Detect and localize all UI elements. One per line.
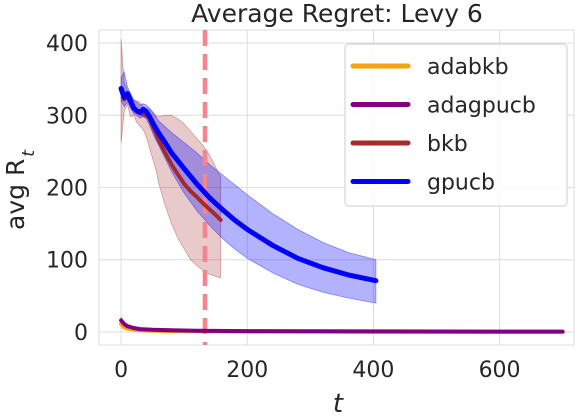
legend: adabkb adagpucb bkb gpucb: [344, 43, 568, 207]
y-tick-labels: 0 100 200 300 400: [46, 32, 88, 346]
x-tick-label-0: 0: [114, 358, 128, 383]
x-tick-label-2: 400: [352, 358, 394, 383]
legend-box: [344, 43, 568, 207]
series-lines: [118, 86, 565, 334]
legend-label-adagpucb: adagpucb: [427, 94, 536, 119]
y-tick-label-1: 100: [46, 249, 88, 274]
legend-label-adabkb: adabkb: [427, 55, 509, 80]
legend-label-bkb: bkb: [427, 132, 468, 157]
x-tick-label-1: 200: [226, 358, 268, 383]
y-tick-label-2: 200: [46, 177, 88, 202]
bkb-band: [120, 39, 222, 279]
y-tick-label-4: 400: [46, 32, 88, 57]
plot-frame: [98, 29, 575, 346]
plot-area-border: [98, 29, 575, 346]
adagpucb-line: [119, 318, 565, 334]
gpucb-band: [120, 70, 377, 304]
x-tick-labels: 0 200 400 600: [114, 358, 520, 383]
gpucb-line: [118, 86, 379, 284]
y-tick-label-3: 300: [46, 104, 88, 129]
chart-title: Average Regret: Levy 6: [191, 0, 483, 28]
legend-label-gpucb: gpucb: [427, 171, 495, 196]
x-axis-label: t: [333, 389, 344, 418]
x-tick-label-3: 600: [479, 358, 521, 383]
y-axis-label-group: avg R t: [1, 149, 39, 230]
y-tick-label-0: 0: [74, 321, 88, 346]
y-axis-label-sub: t: [19, 149, 39, 157]
y-axis-label-main: avg R: [1, 159, 30, 230]
y-axis-label: avg R t: [1, 149, 39, 230]
